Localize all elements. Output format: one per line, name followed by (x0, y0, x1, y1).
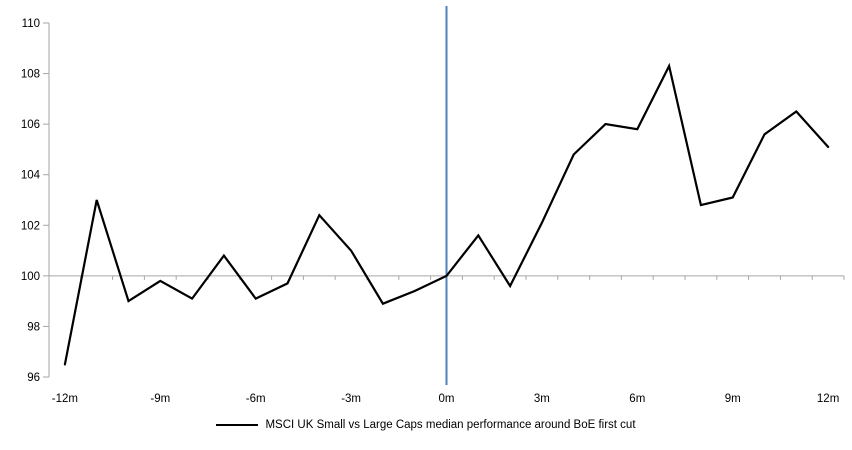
x-axis-label: 6m (629, 393, 645, 405)
x-axis-label: 0m (439, 393, 455, 405)
legend-label: MSCI UK Small vs Large Caps median perfo… (265, 419, 636, 431)
x-axis-label: -12m (52, 393, 78, 405)
x-axis-label: 9m (725, 393, 741, 405)
legend: MSCI UK Small vs Large Caps median perfo… (0, 417, 852, 433)
y-axis-label: 96 (27, 372, 40, 384)
x-axis-label: -9m (150, 393, 170, 405)
y-axis-label: 108 (21, 69, 40, 81)
y-axis-label: 100 (21, 271, 40, 283)
x-axis-label: -6m (246, 393, 266, 405)
x-axis-label: 3m (534, 393, 550, 405)
x-axis-label: -3m (341, 393, 361, 405)
y-axis-label: 106 (21, 119, 40, 131)
series-line-msci-uk-small-vs-large (63, 62, 830, 366)
legend-line-marker (216, 424, 259, 426)
y-axis-label: 102 (21, 220, 40, 232)
x-axis-label: 12m (817, 393, 839, 405)
y-axis-label: 110 (22, 18, 40, 30)
y-axis-label: 98 (27, 321, 40, 333)
y-axis-label: 104 (21, 170, 41, 182)
